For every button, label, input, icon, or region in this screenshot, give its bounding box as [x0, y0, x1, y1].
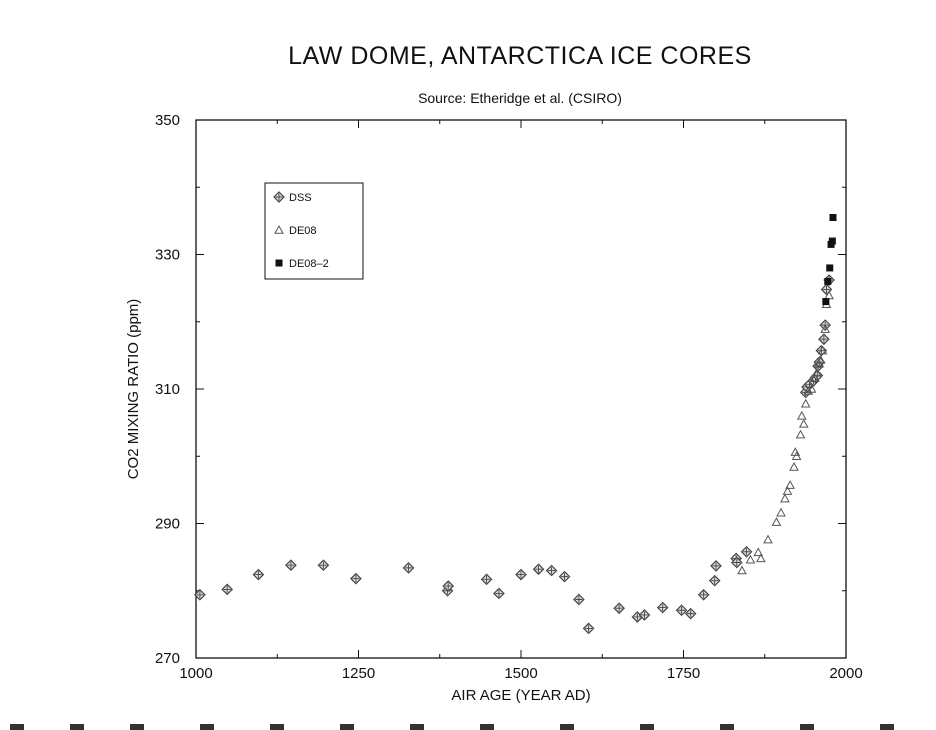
x-tick-label: 1250	[342, 665, 375, 682]
data-point-de08	[771, 517, 782, 526]
legend-label: DE08	[289, 225, 317, 237]
data-point-dss	[730, 556, 743, 569]
data-point-dss	[613, 602, 625, 615]
data-point-dss	[515, 568, 527, 581]
data-points	[194, 214, 837, 635]
data-point-de08	[753, 547, 764, 557]
data-point-de08	[745, 554, 756, 564]
data-point-de08	[780, 493, 790, 503]
data-point-dss	[545, 564, 558, 577]
data-point-de08	[791, 451, 802, 460]
legend-marker	[275, 259, 283, 267]
data-point-dss	[194, 588, 206, 601]
data-point-dss	[675, 604, 688, 617]
data-point-dss	[252, 568, 265, 581]
data-point-dss	[697, 588, 710, 601]
data-point-de08	[820, 324, 831, 333]
data-point-de08-2	[826, 264, 834, 272]
chart-title: LAW DOME, ANTARCTICA ICE CORES	[288, 42, 752, 70]
y-tick-label: 350	[155, 112, 180, 129]
y-tick-label: 310	[155, 381, 180, 398]
data-point-dss	[708, 574, 721, 587]
x-axis-label: AIR AGE (YEAR AD)	[451, 687, 590, 704]
data-point-de08	[815, 355, 826, 364]
legend-label: DE08–2	[289, 258, 329, 270]
data-point-de08	[789, 461, 799, 471]
data-point-dss	[573, 593, 585, 606]
data-point-dss	[442, 580, 455, 592]
legend-marker	[273, 191, 285, 203]
y-tick-label: 330	[155, 247, 180, 264]
data-point-de08	[776, 507, 786, 517]
x-tick-label: 1000	[179, 665, 212, 682]
data-point-de08	[809, 373, 820, 382]
y-tick-label: 290	[155, 516, 180, 533]
legend-label: DSS	[289, 192, 312, 204]
chart-subtitle: Source: Etheridge et al. (CSIRO)	[418, 90, 622, 106]
data-point-de08	[806, 383, 817, 393]
data-point-de08	[785, 480, 795, 489]
data-point-dss	[558, 570, 571, 583]
data-point-de08-2	[824, 277, 832, 285]
data-point-de08	[803, 385, 814, 395]
data-point-dss	[532, 563, 545, 576]
data-point-de08	[737, 565, 747, 575]
data-point-dss	[350, 572, 362, 585]
data-point-dss	[740, 545, 753, 558]
y-axis-label: CO2 MIXING RATIO (ppm)	[125, 299, 142, 480]
data-point-dss	[684, 607, 697, 620]
data-point-de08-2	[829, 214, 837, 222]
legend-marker	[274, 224, 284, 234]
ticks: 1000 1250 1500 1750 2000 270 290 310 330 350 AIR A…	[125, 112, 863, 704]
data-point-de08	[798, 418, 809, 428]
data-point-de08	[782, 486, 793, 495]
x-tick-label: 1500	[504, 665, 537, 682]
data-point-dss	[402, 562, 415, 574]
x-tick-label: 2000	[829, 665, 862, 682]
cropped-bottom-strip	[0, 722, 936, 730]
data-point-dss	[317, 559, 330, 572]
legend: DSS DE08 DE08–2	[264, 182, 364, 280]
data-point-de08-2	[822, 298, 830, 306]
data-point-dss	[656, 601, 669, 614]
data-point-dss	[582, 622, 595, 635]
data-point-dss	[818, 333, 830, 346]
data-point-de08	[811, 367, 822, 377]
data-point-dss	[221, 583, 234, 596]
data-point-dss	[285, 559, 297, 572]
data-point-de08	[800, 398, 811, 408]
y-tick-label: 270	[155, 650, 180, 667]
data-point-dss	[480, 573, 493, 586]
data-point-dss	[638, 609, 651, 621]
data-point-de08-2	[828, 237, 836, 245]
data-point-de08	[796, 410, 807, 420]
x-tick-label: 1750	[667, 665, 700, 682]
data-point-de08	[817, 345, 828, 355]
data-point-de08	[756, 553, 766, 563]
data-point-dss	[493, 587, 505, 600]
data-point-de08	[795, 429, 806, 439]
data-point-de08	[763, 534, 773, 544]
data-point-dss	[710, 560, 722, 572]
